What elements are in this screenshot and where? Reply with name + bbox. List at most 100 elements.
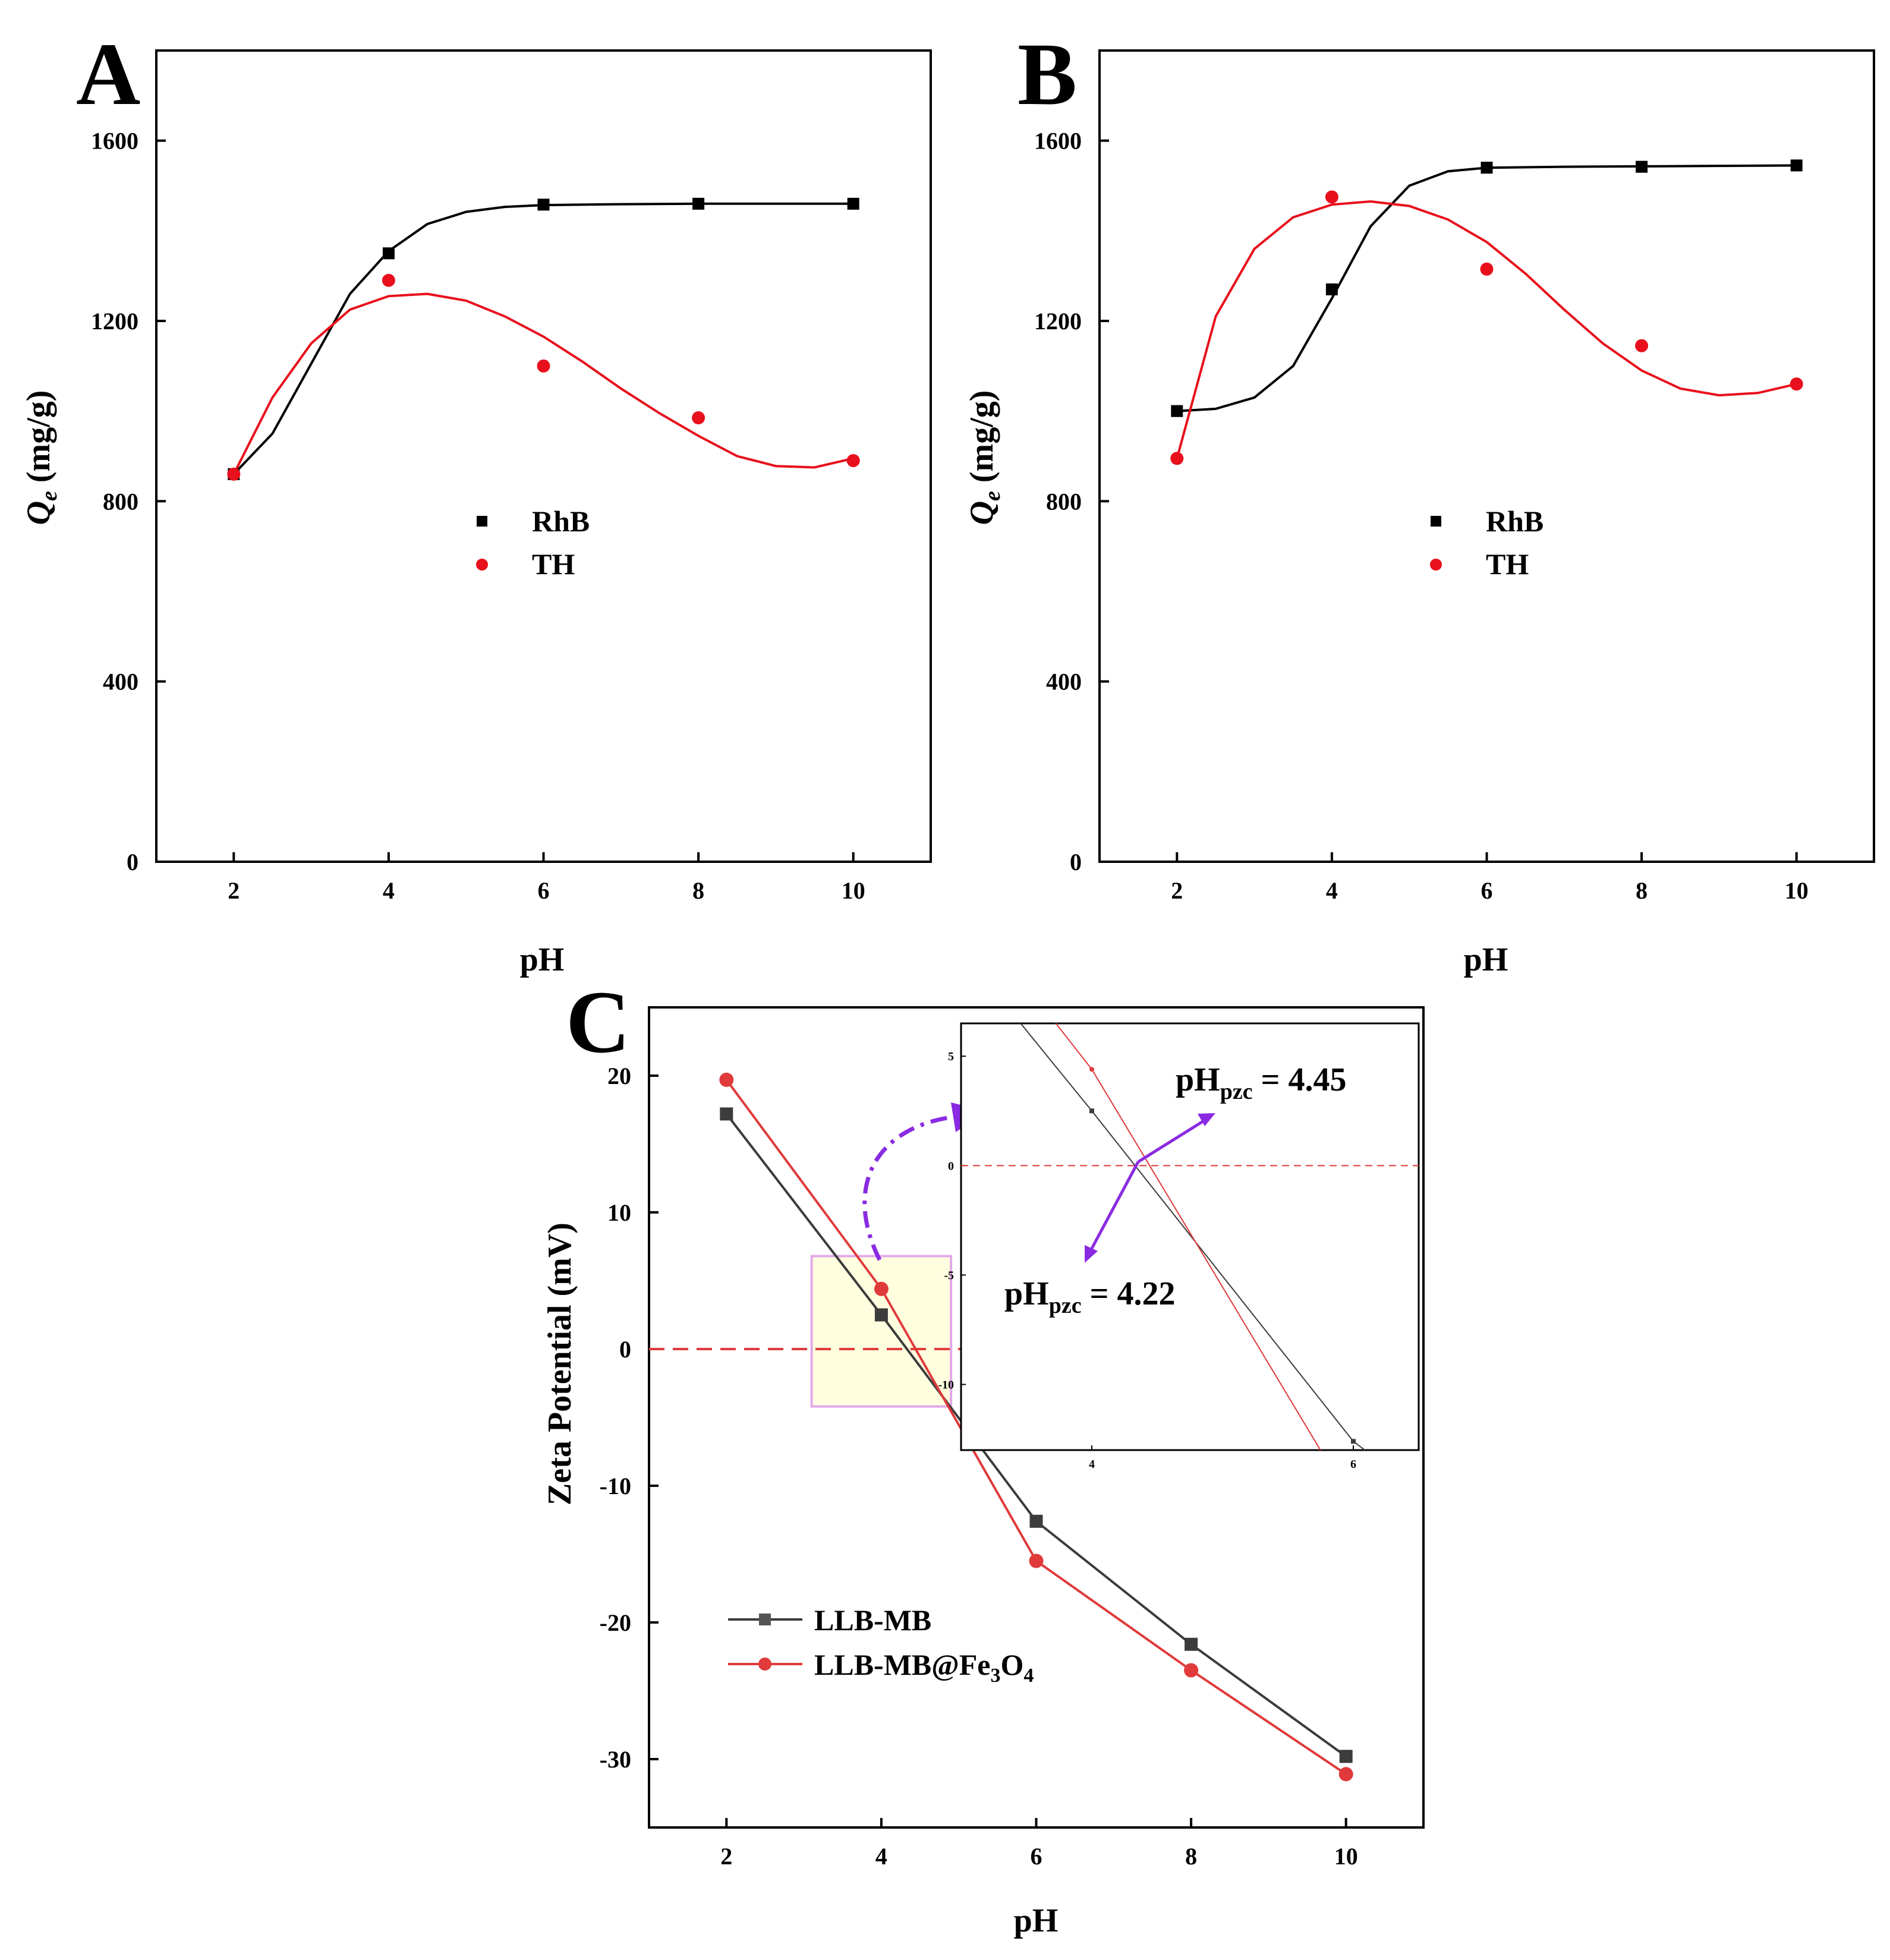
panel-b-ylabel-sub: e xyxy=(980,491,1005,501)
data-point-th xyxy=(1325,190,1338,204)
fit-curve-th xyxy=(232,292,854,475)
legend-fe3o4-sub-4: 4 xyxy=(1023,1665,1034,1687)
data-point-llb-mb-fe3o4 xyxy=(874,1281,889,1296)
pzc-arrowhead-1 xyxy=(1198,1113,1215,1126)
data-point-llb-mb xyxy=(1029,1514,1043,1528)
panel-b-y-tick-label: 0 xyxy=(1070,849,1082,875)
inset-data-point xyxy=(1351,1439,1356,1444)
data-point-th xyxy=(1790,377,1803,391)
data-point-th xyxy=(1480,262,1494,276)
legend-th-marker xyxy=(1430,559,1442,571)
panel-c-y-tick-label: -20 xyxy=(600,1609,631,1636)
panel-a: A 2 4 6 8 10 0 400 800 1200 1600 RhB TH pH Qe (mg… xyxy=(20,25,932,978)
zoom-highlight-region xyxy=(810,1255,953,1408)
panel-c-legend: LLB-MB LLB-MB@Fe3O4 xyxy=(728,1603,1034,1687)
data-point-llb-mb xyxy=(1185,1637,1198,1651)
panel-c-xlabel: pH xyxy=(1014,1902,1059,1939)
data-point-rhb xyxy=(1636,160,1648,173)
panel-c-x-tick-label: 6 xyxy=(1031,1843,1042,1870)
panel-c-x-tick-label: 10 xyxy=(1334,1843,1358,1870)
panel-a-label: A xyxy=(76,25,140,124)
pzc2-ph: pH xyxy=(1004,1275,1049,1312)
data-point-rhb xyxy=(382,247,395,260)
data-point-rhb xyxy=(1790,159,1803,172)
data-point-rhb xyxy=(847,197,859,210)
panel-a-x-tick-label: 8 xyxy=(692,877,704,904)
panel-b-x-tick-label: 10 xyxy=(1785,877,1809,904)
inset-y-tick-label: 0 xyxy=(948,1159,954,1173)
data-point-llb-mb-fe3o4 xyxy=(719,1072,734,1087)
panel-c: C 2 4 6 8 10 -30 -20 -10 0 10 20 LLB-MB LLB-MB@Fe3… xyxy=(541,973,1425,1939)
legend-rhb-marker xyxy=(477,516,487,527)
panel-b-ylabel-q: Q xyxy=(963,501,1000,525)
panel-b-label: B xyxy=(1018,25,1077,124)
inset-frame xyxy=(960,1022,1420,1451)
panel-b-x-tick-label: 2 xyxy=(1171,877,1183,904)
panel-a-x-tick-label: 6 xyxy=(538,877,550,904)
panel-c-y-tick-label: -30 xyxy=(600,1746,631,1773)
data-point-rhb xyxy=(692,197,705,210)
panel-c-y-tick-label: 20 xyxy=(607,1063,631,1089)
panel-b-x-tick-label: 4 xyxy=(1326,877,1338,904)
legend-rhb-marker xyxy=(1431,516,1441,527)
data-point-th xyxy=(382,273,395,287)
panel-b-legend: RhB TH xyxy=(1430,505,1544,581)
panel-c-y-tick-label: -10 xyxy=(600,1473,631,1499)
pzc1-ph: pH xyxy=(1176,1061,1220,1098)
inset-y-tick-label: 5 xyxy=(948,1050,954,1063)
panel-b-ylabel: Qe (mg/g) xyxy=(963,390,1005,525)
panel-b-y-tick-label: 1200 xyxy=(1034,308,1082,335)
panel-c-x-tick-label: 4 xyxy=(875,1843,887,1870)
legend-th-label: TH xyxy=(1486,547,1529,581)
inset-y-tick-label: -5 xyxy=(944,1269,954,1282)
panel-a-frame xyxy=(155,49,932,863)
pzc-annotation-1: pHpzc = 4.45 xyxy=(1176,1061,1347,1104)
inset-y-tick-label: -10 xyxy=(938,1379,954,1392)
panel-a-x-tick-label: 10 xyxy=(842,877,865,904)
inset-data-point xyxy=(1351,1502,1356,1507)
data-point-th xyxy=(692,411,705,425)
zoom-arrow xyxy=(862,1115,952,1261)
legend-th-label: TH xyxy=(532,547,575,581)
fit-curve-th xyxy=(1176,200,1797,459)
panel-c-x-tick-label: 8 xyxy=(1185,1843,1197,1870)
data-point-th xyxy=(537,359,550,373)
pzc1-value: = 4.45 xyxy=(1253,1061,1347,1098)
legend-rhb-label: RhB xyxy=(532,505,590,538)
data-point-th xyxy=(846,454,860,468)
panel-c-inset: 4 6-10-505 pHpzc = 4.45 pHpzc = 4.22 xyxy=(938,1022,1420,1507)
panel-b: B 2 4 6 8 10 0 400 800 1200 1600 RhB TH pH Qe (mg… xyxy=(963,25,1875,978)
legend-rhb-label: RhB xyxy=(1486,505,1544,538)
inset-data-point xyxy=(1089,1108,1094,1114)
panel-a-ylabel-sub: e xyxy=(37,491,62,501)
data-point-rhb xyxy=(1480,162,1493,174)
data-point-llb-mb-fe3o4 xyxy=(1029,1553,1044,1568)
data-point-rhb xyxy=(1171,405,1183,417)
legend-th-marker xyxy=(476,559,488,571)
data-point-th xyxy=(1170,452,1184,465)
data-point-th xyxy=(1635,339,1649,352)
pzc-arrowhead-2 xyxy=(1085,1245,1098,1263)
data-point-rhb xyxy=(1325,283,1338,295)
panel-b-y-tick-label: 400 xyxy=(1046,669,1082,695)
data-point-llb-mb xyxy=(1339,1750,1353,1763)
panel-a-xlabel: pH xyxy=(520,941,565,978)
legend-llb-mb-marker xyxy=(759,1614,771,1625)
inset-marks-group xyxy=(1089,1067,1356,1507)
pzc-arrow-1 xyxy=(1137,1116,1211,1164)
legend-llb-mb-label: LLB-MB xyxy=(814,1603,931,1637)
panel-a-legend: RhB TH xyxy=(476,505,590,581)
panel-b-ylabel-unit: (mg/g) xyxy=(963,390,1000,491)
data-point-llb-mb-fe3o4 xyxy=(1184,1663,1199,1678)
panel-a-x-tick-label: 4 xyxy=(383,877,395,904)
inset-x-tick-label: 6 xyxy=(1350,1458,1356,1471)
pzc-arrow-2 xyxy=(1087,1161,1140,1255)
panel-a-y-tick-label: 800 xyxy=(103,488,138,515)
panel-a-y-tick-label: 1200 xyxy=(91,308,138,335)
panel-a-y-tick-label: 1600 xyxy=(91,128,138,155)
panel-a-y-tick-label: 400 xyxy=(103,669,138,695)
data-point-llb-mb xyxy=(720,1107,733,1121)
legend-fe3o4-part-b: O xyxy=(1000,1648,1023,1681)
panel-c-ylabel: Zeta Potential (mV) xyxy=(541,1222,578,1505)
